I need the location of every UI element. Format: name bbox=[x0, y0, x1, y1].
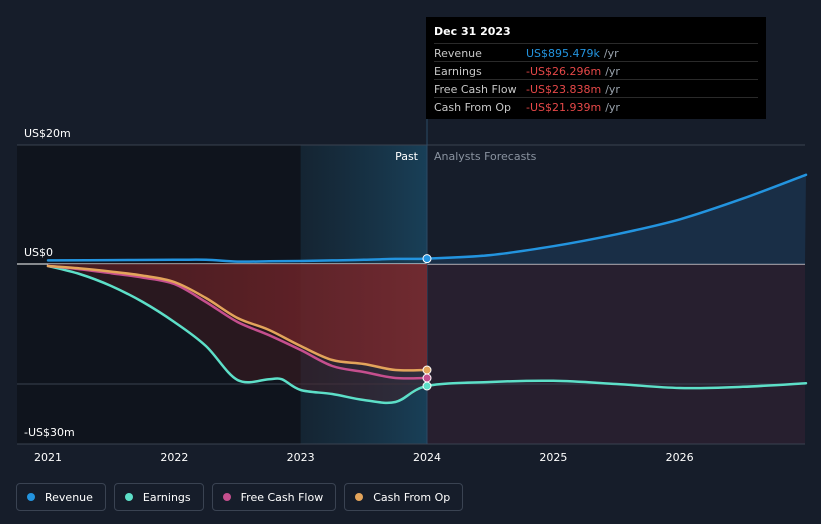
legend-item-earnings[interactable]: Earnings bbox=[113, 483, 204, 511]
tooltip: Dec 31 2023 Revenue US$895.479k /yr Earn… bbox=[426, 17, 766, 119]
tooltip-row-earnings: Earnings -US$26.296m /yr bbox=[434, 61, 758, 79]
tooltip-row-unit: /yr bbox=[605, 64, 620, 78]
x-tick-label: 2026 bbox=[666, 451, 694, 464]
x-tick-label: 2023 bbox=[287, 451, 315, 464]
series-line-cash-from-op bbox=[46, 264, 429, 372]
tooltip-row-value: US$895.479k bbox=[526, 46, 600, 60]
legend: Revenue Earnings Free Cash Flow Cash Fro… bbox=[16, 483, 464, 511]
legend-label: Revenue bbox=[45, 490, 93, 504]
marker-free-cash-flow bbox=[422, 373, 432, 383]
tooltip-row-name: Revenue bbox=[434, 46, 482, 60]
y-tick-label: US$20m bbox=[24, 127, 71, 140]
tooltip-row-name: Free Cash Flow bbox=[434, 82, 517, 96]
legend-dot-icon bbox=[124, 493, 133, 501]
legend-item-revenue[interactable]: Revenue bbox=[16, 483, 106, 511]
x-tick-label: 2025 bbox=[539, 451, 567, 464]
tooltip-row-value: -US$23.838m bbox=[526, 82, 602, 96]
forecast-negative-tint bbox=[427, 264, 805, 444]
tooltip-row-unit: /yr bbox=[605, 100, 620, 114]
legend-item-cash-from-op[interactable]: Cash From Op bbox=[344, 483, 464, 511]
chart-labels: US$20m US$0 -US$30m 2021 2022 2023 2024 2025 202… bbox=[24, 127, 694, 464]
tooltip-row-value: -US$26.296m bbox=[526, 64, 602, 78]
legend-dot-icon bbox=[27, 493, 35, 501]
y-tick-label: -US$30m bbox=[24, 426, 75, 439]
series-line-revenue bbox=[46, 173, 808, 263]
legend-dot-icon bbox=[222, 493, 231, 501]
marker-revenue bbox=[422, 254, 432, 264]
tooltip-row-unit: /yr bbox=[605, 82, 620, 96]
revenue-forecast-area bbox=[427, 174, 806, 264]
tooltip-date: Dec 31 2023 bbox=[434, 25, 511, 38]
chart-lines bbox=[46, 173, 808, 405]
forecast-label: Analysts Forecasts bbox=[434, 150, 537, 163]
x-tick-label: 2024 bbox=[413, 451, 441, 464]
past-label: Past bbox=[395, 150, 419, 163]
tooltip-row-cash-from-op: Cash From Op -US$21.939m /yr bbox=[434, 97, 758, 115]
series-line-earnings bbox=[46, 264, 808, 405]
legend-item-free-cash-flow[interactable]: Free Cash Flow bbox=[211, 483, 337, 511]
tooltip-row-unit: /yr bbox=[603, 46, 619, 60]
series-line-free-cash-flow bbox=[46, 264, 429, 380]
tooltip-row-name: Earnings bbox=[434, 64, 482, 78]
legend-dot-icon bbox=[355, 493, 364, 501]
x-tick-label: 2022 bbox=[160, 451, 188, 464]
tooltip-row-value: -US$21.939m bbox=[526, 100, 602, 114]
tooltip-row-revenue: Revenue US$895.479k /yr bbox=[434, 43, 758, 61]
chart-markers bbox=[422, 254, 432, 391]
legend-label: Cash From Op bbox=[373, 490, 451, 504]
legend-label: Free Cash Flow bbox=[240, 490, 324, 504]
marker-earnings bbox=[422, 381, 432, 391]
x-tick-label: 2021 bbox=[34, 451, 62, 464]
tooltip-row-free-cash-flow: Free Cash Flow -US$23.838m /yr bbox=[434, 79, 758, 97]
marker-cash-from-op bbox=[422, 365, 432, 375]
tooltip-row-name: Cash From Op bbox=[434, 100, 512, 114]
y-tick-label: US$0 bbox=[24, 246, 53, 259]
earnings-area bbox=[48, 264, 427, 403]
legend-label: Earnings bbox=[142, 490, 191, 504]
